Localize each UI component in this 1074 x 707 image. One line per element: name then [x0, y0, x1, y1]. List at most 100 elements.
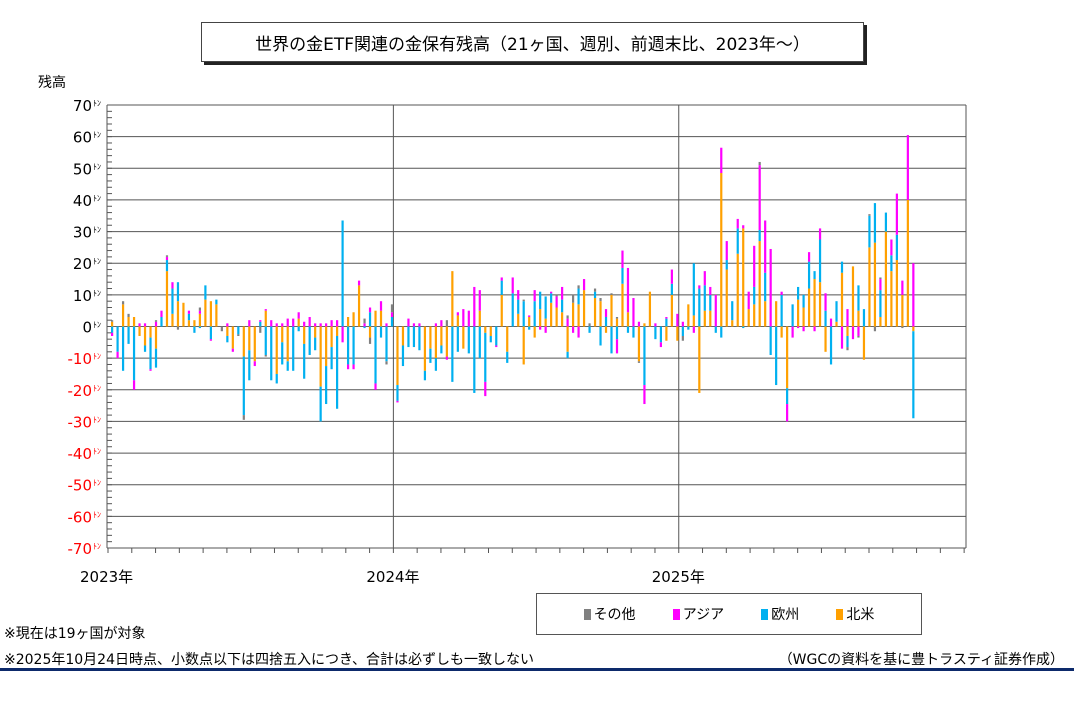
y-axis-label: 残高: [38, 75, 66, 91]
y-tick-label: 50: [73, 160, 92, 178]
bar-segment-asia: [550, 291, 553, 294]
bar-segment-europe: [665, 318, 668, 327]
bar-segment-asia: [198, 310, 202, 314]
bar-segment-north-america: [522, 326, 525, 365]
bar-segment-other: [637, 361, 641, 363]
bar-segment-north-america: [171, 313, 174, 327]
bar-segment-europe: [873, 203, 877, 243]
bar-segment-north-america: [286, 326, 289, 362]
bar-segment-asia: [434, 323, 437, 327]
bar-segment-north-america: [401, 326, 405, 346]
bar-segment-asia: [615, 339, 619, 354]
bar-segment-europe: [127, 326, 130, 344]
bar-segment-asia: [539, 326, 542, 330]
bar-segment-other: [264, 354, 267, 357]
bar-segment-north-america: [643, 323, 646, 327]
bar-segment-europe: [884, 212, 888, 232]
y-tick-unit: ﾄﾝ: [93, 257, 101, 266]
bar-segment-north-america: [182, 302, 185, 327]
bar-segment-north-america: [379, 310, 383, 327]
bar-segment-asia: [561, 286, 564, 300]
bar-segment-europe: [336, 335, 339, 409]
bar-segment-north-america: [539, 309, 542, 327]
bar-segment-europe: [330, 347, 333, 370]
bar-segment-asia: [341, 326, 344, 343]
legend-label: アジア: [682, 607, 725, 623]
bar-segment-europe: [434, 358, 437, 371]
bar-segment-europe: [270, 326, 273, 381]
bar-segment-europe: [121, 326, 125, 371]
bar-segment-asia: [714, 294, 717, 327]
bar-segment-north-america: [434, 326, 437, 359]
bar-segment-north-america: [544, 318, 547, 327]
bar-segment-europe: [407, 326, 410, 348]
bar-segment-europe: [698, 288, 701, 327]
bar-segment-other: [121, 301, 125, 305]
bar-segment-asia: [555, 296, 558, 308]
bar-segment-other: [868, 214, 871, 216]
bar-segment-europe: [346, 326, 350, 365]
bar-segment-north-america: [720, 173, 723, 327]
bar-segment-asia: [511, 277, 514, 294]
bar-segment-asia: [171, 282, 174, 289]
bar-segment-europe: [160, 317, 163, 327]
bar-segment-north-america: [758, 241, 761, 327]
bar-segment-europe: [659, 326, 662, 343]
bar-segment-north-america: [374, 310, 377, 327]
legend-label: 欧州: [771, 607, 800, 623]
bar-segment-europe: [720, 326, 723, 338]
bar-segment-other: [390, 304, 394, 313]
bar-segment-asia: [132, 380, 136, 390]
bar-segment-asia: [138, 323, 141, 327]
bar-segment-asia: [676, 313, 679, 327]
bar-segment-asia: [187, 310, 191, 314]
bar-segment-europe: [198, 326, 202, 329]
bar-segment-asia: [528, 315, 531, 318]
bar-segment-europe: [259, 321, 262, 327]
bar-segment-asia: [895, 193, 898, 235]
bar-segment-north-america: [253, 326, 256, 362]
bar-segment-europe: [176, 282, 180, 302]
bar-segment-asia: [374, 383, 377, 390]
bar-segment-europe: [489, 335, 492, 343]
bar-segment-europe: [506, 351, 509, 363]
bar-segment-north-america: [703, 310, 706, 327]
bar-segment-asia: [670, 269, 673, 284]
bar-segment-other: [610, 293, 613, 295]
bar-segment-europe: [758, 229, 761, 242]
bar-segment-north-america: [615, 318, 619, 327]
bar-segment-asia: [758, 165, 761, 230]
bar-segment-europe: [615, 326, 619, 340]
bar-segment-north-america: [687, 304, 690, 327]
bar-segment-north-america: [484, 326, 487, 333]
bar-segment-europe: [753, 286, 756, 305]
bar-segment-europe: [725, 260, 728, 270]
y-tick-label: -20: [68, 382, 93, 400]
bar-segment-other: [259, 326, 262, 333]
bar-segment-asia: [604, 309, 608, 318]
bar-segment-europe: [780, 294, 783, 327]
bar-segment-europe: [797, 286, 800, 300]
bar-segment-europe: [275, 373, 278, 384]
bar-segment-asia: [363, 323, 366, 327]
bar-segment-other: [577, 285, 580, 289]
bar-segment-north-america: [813, 279, 816, 327]
bar-segment-north-america: [648, 291, 652, 327]
bar-segment-other: [127, 313, 130, 318]
legend-item-europe: 欧州: [761, 604, 799, 624]
bar-segment-europe: [473, 326, 476, 393]
bar-segment-asia: [314, 323, 317, 327]
bar-segment-north-america: [895, 260, 898, 327]
bar-segment-asia: [517, 290, 520, 300]
bar-segment-north-america: [868, 247, 871, 327]
bar-segment-north-america: [846, 326, 849, 336]
bar-segment-north-america: [319, 326, 322, 387]
bar-segment-europe: [824, 310, 827, 327]
bar-segment-europe: [599, 326, 602, 346]
bar-segment-asia: [582, 279, 586, 291]
bar-segment-europe: [297, 326, 300, 332]
bar-segment-asia: [544, 326, 547, 333]
bar-segment-asia: [807, 252, 811, 262]
bar-segment-europe: [561, 299, 564, 313]
y-tick-label: 40: [73, 192, 92, 210]
